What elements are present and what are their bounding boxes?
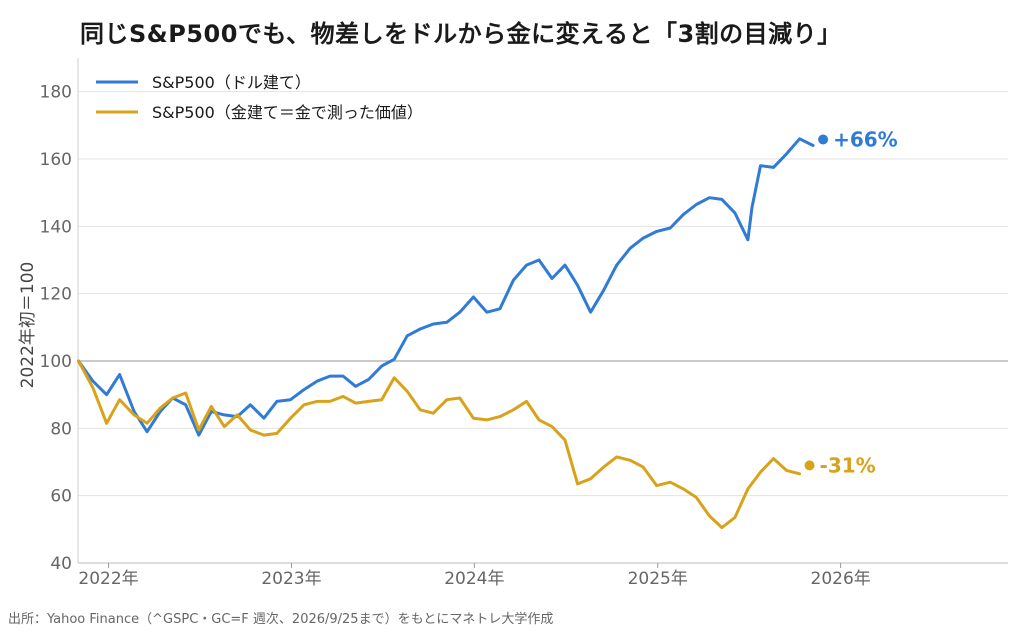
y-tick-label: 180: [40, 83, 72, 103]
legend: S&P500（ドル建て） S&P500（金建て＝金で測った価値）: [96, 73, 423, 122]
source-note: 出所：Yahoo Finance（^GSPC・GC=F 週次、2026/9/25…: [8, 612, 554, 627]
y-tick-label: 140: [40, 217, 72, 237]
y-axis-ticks: 40 60 80 100 120 140 160 180: [40, 83, 72, 574]
gridlines: [77, 58, 1008, 564]
y-tick-label: 40: [50, 554, 72, 574]
end-label-1: -31%: [820, 453, 876, 477]
y-tick-label: 100: [40, 352, 72, 372]
legend-label-1: S&P500（金建て＝金で測った価値）: [152, 103, 423, 122]
series-lines: [77, 137, 815, 530]
y-tick-label: 60: [50, 487, 72, 507]
y-tick-label: 80: [50, 419, 72, 439]
x-tick-label: 2022年: [78, 569, 138, 589]
x-tick-label: 2023年: [261, 569, 321, 589]
end-marker-0: [818, 134, 829, 145]
y-tick-label: 120: [40, 285, 72, 305]
end-label-0: +66%: [833, 127, 898, 151]
legend-label-0: S&P500（ドル建て）: [152, 73, 311, 92]
series-line-0: [77, 137, 815, 437]
end-marker-1: [804, 460, 815, 471]
series-line-1: [77, 359, 802, 530]
x-axis-ticks: 2022年 2023年 2024年 2025年 2026年: [78, 563, 871, 589]
x-tick-label: 2026年: [811, 569, 871, 589]
x-tick-label: 2024年: [444, 569, 504, 589]
y-axis-label: 2022年初＝100: [18, 262, 38, 389]
x-tick-label: 2025年: [628, 569, 688, 589]
end-labels: +66% -31%: [804, 127, 898, 477]
y-tick-label: 160: [40, 150, 72, 170]
chart-title: 同じS&P500でも、物差しをドルから金に変えると「3割の目減り」: [80, 20, 842, 48]
